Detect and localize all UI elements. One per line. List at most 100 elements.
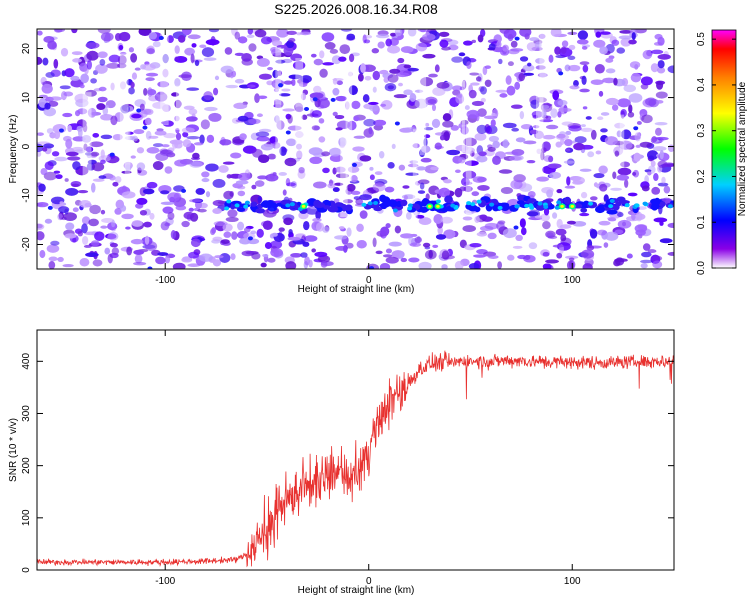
- colorbar-ticks: 0.0 0.1 0.2 0.3 0.4 0.5: [696, 32, 736, 275]
- heatmap-noise-cell: [519, 110, 525, 120]
- heatmap-noise-cell: [208, 112, 222, 122]
- heatmap-noise-cell: [394, 29, 403, 37]
- heatmap-noise-cell: [542, 221, 551, 230]
- heatmap-noise-cell: [112, 181, 119, 187]
- heatmap-noise-cell: [143, 221, 152, 228]
- heatmap-noise-cell: [285, 261, 297, 269]
- heatmap-noise-cell: [507, 33, 514, 42]
- heatmap-peak-cell: [497, 205, 503, 210]
- heatmap-noise-cell: [121, 170, 132, 174]
- heatmap-noise-cell: [541, 109, 547, 119]
- heatmap-noise-cell: [313, 58, 323, 66]
- snr-frame: [36, 329, 675, 571]
- heatmap-noise-cell: [317, 255, 331, 263]
- heatmap-noise-cell: [653, 173, 659, 182]
- heatmap-noise-cell: [420, 157, 432, 163]
- heatmap-peak-cell: [609, 199, 615, 204]
- heatmap-noise-cell: [432, 86, 446, 96]
- heatmap-noise-cell: [254, 29, 267, 38]
- heatmap-noise-cell: [597, 116, 604, 121]
- heatmap-noise-cell: [364, 39, 371, 44]
- heatmap-noise-cell: [182, 256, 192, 261]
- heatmap-noise-cell: [142, 63, 156, 71]
- heatmap-peak-cell: [537, 201, 543, 206]
- heatmap-noise-cell: [550, 29, 562, 38]
- heatmap-noise-cell: [335, 127, 343, 131]
- heatmap-noise-cell: [161, 144, 170, 148]
- heatmap-noise-cell: [331, 55, 342, 65]
- heatmap-noise-cell: [279, 146, 287, 157]
- heatmap-noise-cell: [287, 236, 301, 241]
- heatmap-noise-cell: [645, 97, 657, 106]
- heatmap-noise-cell: [256, 57, 270, 67]
- heatmap-noise-cell: [131, 72, 138, 80]
- heatmap-peak-cell: [450, 203, 456, 208]
- heatmap-noise-cell: [353, 135, 366, 139]
- heatmap-noise-cell: [172, 262, 186, 269]
- heatmap-noise-cell: [182, 131, 189, 138]
- heatmap-noise-cell: [397, 57, 405, 64]
- heatmap-noise-cell: [414, 89, 424, 93]
- heatmap-noise-cell: [174, 77, 181, 87]
- heatmap-noise-cell: [143, 108, 154, 116]
- heatmap-noise-cell: [125, 164, 132, 172]
- heatmap-peak-core: [560, 204, 564, 208]
- heatmap-noise-cell: [346, 227, 352, 237]
- snr-xlabel: Height of straight line (km): [298, 585, 415, 596]
- heatmap-noise-cell: [276, 120, 285, 130]
- heatmap-noise-cell: [311, 110, 322, 118]
- heatmap-noise-cell: [145, 117, 152, 126]
- heatmap-noise-cell: [560, 46, 567, 54]
- heatmap-noise-cell: [473, 254, 487, 258]
- heatmap-noise-cell: [565, 130, 572, 135]
- heatmap-noise-cell: [81, 235, 89, 245]
- heatmap-noise-cell: [139, 103, 145, 111]
- heatmap-noise-cell: [407, 163, 419, 168]
- heatmap-gap: [82, 92, 92, 185]
- heatmap-noise-cell: [616, 47, 626, 54]
- heatmap-noise-cell: [368, 126, 373, 135]
- heatmap-noise-cell: [356, 199, 364, 204]
- heatmap-noise-cell: [250, 230, 257, 235]
- heatmap-noise-cell: [50, 240, 60, 246]
- heatmap-noise-cell: [359, 210, 368, 219]
- heatmap-noise-cell: [131, 113, 142, 119]
- heatmap-noise-cell: [657, 182, 669, 187]
- heatmap-noise-cell: [283, 80, 293, 85]
- heatmap-noise-cell: [431, 118, 441, 128]
- snr-ytick-label: 0: [21, 567, 32, 573]
- heatmap-noise-cell: [109, 175, 116, 181]
- heatmap-peak-cell: [489, 202, 495, 207]
- heatmap-noise-cell: [639, 141, 653, 148]
- heatmap-noise-cell: [630, 72, 642, 83]
- heatmap-noise-cell: [593, 172, 605, 179]
- heatmap-noise-cell: [408, 257, 420, 263]
- spectrogram-xtick-label: 100: [564, 275, 581, 286]
- heatmap-noise-cell: [598, 90, 604, 97]
- heatmap-band-cell: [595, 205, 605, 214]
- heatmap-noise-cell: [77, 230, 83, 237]
- heatmap-noise-cell: [131, 220, 143, 227]
- heatmap-noise-cell: [611, 39, 620, 46]
- heatmap-noise-cell: [334, 235, 348, 240]
- heatmap-noise-cell: [651, 255, 663, 262]
- heatmap-noise-cell: [278, 93, 291, 97]
- heatmap-noise-cell: [566, 220, 576, 225]
- heatmap-noise-cell: [469, 243, 482, 248]
- heatmap-noise-cell: [400, 46, 414, 53]
- heatmap-noise-cell: [480, 97, 486, 103]
- heatmap-gap: [419, 72, 427, 156]
- heatmap-noise-cell: [295, 143, 302, 150]
- heatmap-noise-cell: [387, 45, 401, 54]
- heatmap-band-cell: [236, 207, 246, 212]
- heatmap-noise-cell: [628, 39, 637, 45]
- heatmap-noise-cell: [76, 125, 83, 132]
- heatmap-noise-cell: [317, 98, 330, 109]
- heatmap-peak-cell: [392, 208, 398, 213]
- heatmap-noise-cell: [359, 155, 372, 162]
- heatmap-noise-cell: [174, 142, 183, 149]
- heatmap-noise-cell: [499, 29, 510, 34]
- heatmap-noise-cell: [288, 74, 303, 80]
- heatmap-noise-cell: [144, 235, 150, 245]
- heatmap-noise-cell: [272, 40, 283, 47]
